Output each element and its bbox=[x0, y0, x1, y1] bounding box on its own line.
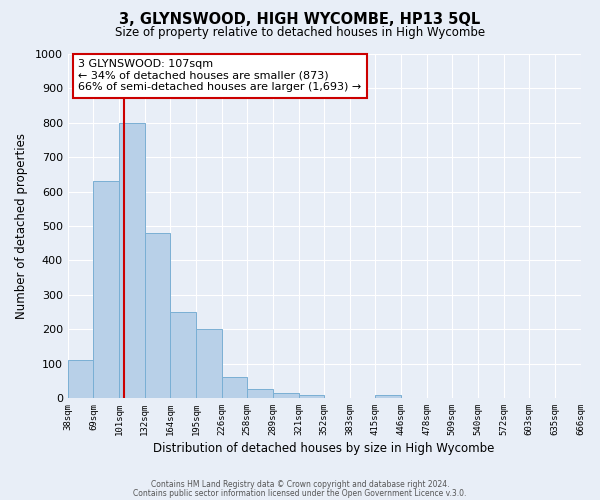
Bar bbox=[299, 394, 324, 398]
Bar bbox=[68, 360, 94, 398]
Text: Size of property relative to detached houses in High Wycombe: Size of property relative to detached ho… bbox=[115, 26, 485, 39]
Bar bbox=[94, 182, 119, 398]
Text: Contains public sector information licensed under the Open Government Licence v.: Contains public sector information licen… bbox=[133, 488, 467, 498]
Bar bbox=[119, 123, 145, 398]
Bar bbox=[273, 393, 299, 398]
Bar bbox=[376, 394, 401, 398]
Bar bbox=[196, 329, 221, 398]
Text: Contains HM Land Registry data © Crown copyright and database right 2024.: Contains HM Land Registry data © Crown c… bbox=[151, 480, 449, 489]
Bar bbox=[170, 312, 196, 398]
Bar bbox=[221, 378, 247, 398]
X-axis label: Distribution of detached houses by size in High Wycombe: Distribution of detached houses by size … bbox=[154, 442, 495, 455]
Bar bbox=[247, 390, 273, 398]
Text: 3, GLYNSWOOD, HIGH WYCOMBE, HP13 5QL: 3, GLYNSWOOD, HIGH WYCOMBE, HP13 5QL bbox=[119, 12, 481, 28]
Bar bbox=[145, 233, 170, 398]
Text: 3 GLYNSWOOD: 107sqm
← 34% of detached houses are smaller (873)
66% of semi-detac: 3 GLYNSWOOD: 107sqm ← 34% of detached ho… bbox=[78, 59, 361, 92]
Y-axis label: Number of detached properties: Number of detached properties bbox=[15, 133, 28, 319]
